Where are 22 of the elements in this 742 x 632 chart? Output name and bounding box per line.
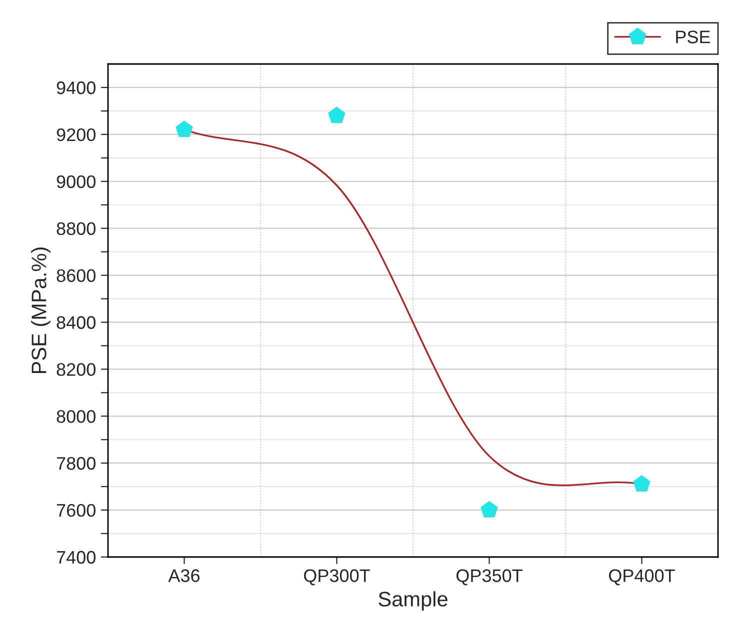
y-axis-title: PSE (MPa.%) xyxy=(31,248,50,374)
y-tick-label: 8600 xyxy=(56,269,96,282)
x-tick-label: QP350T xyxy=(456,569,522,586)
y-tick-label: 7600 xyxy=(56,504,96,517)
x-tick-label: QP300T xyxy=(304,569,370,586)
legend-label: PSE xyxy=(676,30,710,44)
y-tick-label: 8200 xyxy=(56,363,96,376)
y-tick-label: 8400 xyxy=(56,316,96,329)
point xyxy=(328,106,346,123)
y-tick-label: 8800 xyxy=(56,222,96,236)
x-tick-label: A36 xyxy=(168,569,200,582)
x-axis-title: Sample xyxy=(378,591,448,611)
y-tick-label: 9200 xyxy=(56,128,96,142)
x-tick-label: QP400T xyxy=(608,569,675,586)
y-tick-label: 8000 xyxy=(56,410,96,423)
y-tick-label: 7400 xyxy=(56,550,96,564)
y-tick-label: 9000 xyxy=(56,175,96,188)
point xyxy=(633,475,650,492)
point xyxy=(176,120,193,138)
y-tick-label: 7800 xyxy=(56,457,96,470)
point xyxy=(480,500,498,518)
y-tick-label: 9400 xyxy=(56,81,96,94)
